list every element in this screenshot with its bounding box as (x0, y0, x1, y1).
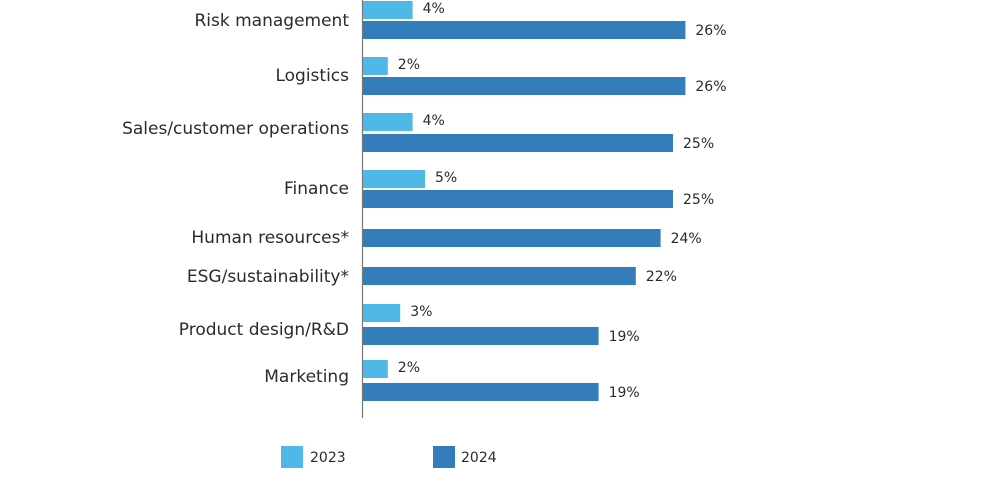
bar-2024 (363, 77, 686, 95)
category-label: Logistics (275, 66, 349, 86)
legend-label-2023: 2023 (310, 450, 346, 466)
data-label-2024: 19% (609, 385, 640, 401)
data-label-2023: 4% (423, 113, 445, 129)
bar-2024 (363, 383, 599, 401)
data-label-2023: 2% (398, 360, 420, 376)
data-label-2024: 24% (671, 231, 702, 247)
bar-2023 (363, 304, 401, 322)
legend: 2023 2024 (281, 446, 497, 468)
bars (363, 1, 686, 401)
data-label-2024: 26% (695, 23, 726, 39)
bar-2023 (363, 170, 425, 188)
data-labels: 4% 26% 2% 26% 4% 25% 5% 25% 24% 22% 3% 19% 2% 19% (398, 1, 727, 401)
category-label: Human resources* (191, 228, 349, 248)
data-label-2024: 25% (683, 136, 714, 152)
bar-2024 (363, 21, 686, 39)
bar-2023 (363, 57, 388, 75)
legend-swatch-2023 (281, 446, 303, 468)
data-label-2024: 25% (683, 192, 714, 208)
data-label-2023: 3% (410, 304, 432, 320)
legend-swatch-2024 (433, 446, 455, 468)
data-label-2024: 22% (646, 269, 677, 285)
bar-2024 (363, 134, 673, 152)
category-label: Marketing (264, 367, 349, 387)
bar-2024 (363, 190, 673, 208)
category-label: ESG/sustainability* (187, 267, 349, 287)
category-labels: Risk management Logistics Sales/customer o… (122, 11, 349, 387)
bar-2024 (363, 229, 661, 247)
category-label: Sales/customer operations (122, 119, 349, 139)
category-label: Finance (284, 179, 349, 199)
data-label-2024: 26% (695, 79, 726, 95)
data-label-2024: 19% (609, 329, 640, 345)
bar-2024 (363, 267, 636, 285)
bar-2024 (363, 327, 599, 345)
data-label-2023: 2% (398, 57, 420, 73)
category-label: Risk management (194, 11, 349, 31)
bar-2023 (363, 113, 413, 131)
legend-label-2024: 2024 (461, 450, 497, 466)
data-label-2023: 4% (423, 1, 445, 17)
bar-2023 (363, 360, 388, 378)
data-label-2023: 5% (435, 170, 457, 186)
bar-2023 (363, 1, 413, 19)
category-label: Product design/R&D (179, 320, 349, 340)
